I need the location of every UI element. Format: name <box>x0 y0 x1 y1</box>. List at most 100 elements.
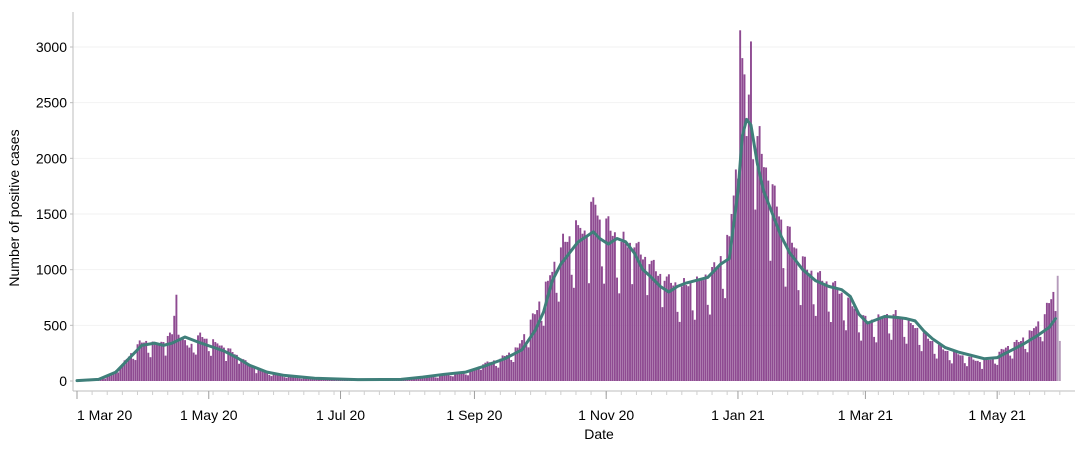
bar <box>436 377 439 381</box>
bar <box>266 372 269 381</box>
bar <box>283 377 286 381</box>
bar <box>968 356 971 381</box>
bar <box>1054 311 1057 381</box>
y-tick-label: 2500 <box>36 95 67 111</box>
bar <box>443 374 446 381</box>
bar <box>829 322 832 381</box>
bar <box>950 363 953 381</box>
bar <box>218 345 221 381</box>
bar <box>121 363 124 381</box>
bar <box>562 233 564 381</box>
bar <box>119 367 122 381</box>
bar <box>168 332 171 381</box>
bar <box>1058 340 1061 381</box>
bar <box>991 358 994 381</box>
bar <box>793 247 796 381</box>
bar <box>181 338 184 381</box>
bar <box>536 310 539 381</box>
bar <box>840 292 843 381</box>
bar <box>827 311 830 381</box>
x-tick-label: 1 Jan 21 <box>711 407 765 423</box>
bar <box>670 282 672 381</box>
bar <box>281 375 284 381</box>
bar <box>583 230 586 381</box>
bar <box>683 278 685 381</box>
bar <box>972 359 975 381</box>
bar <box>860 340 863 381</box>
bar <box>620 241 623 381</box>
bar <box>549 275 552 381</box>
y-tick-label: 2000 <box>36 150 67 166</box>
bar <box>192 352 195 381</box>
bar <box>600 266 603 381</box>
bar <box>613 232 616 381</box>
bar <box>780 219 783 381</box>
bar <box>981 368 984 381</box>
bar <box>680 286 683 381</box>
bar <box>633 247 636 381</box>
bar <box>140 342 143 381</box>
bar <box>611 235 614 381</box>
bar <box>760 153 763 381</box>
bar <box>775 206 778 381</box>
bar <box>631 284 634 381</box>
bar <box>702 280 705 381</box>
bar <box>300 378 303 381</box>
bar <box>305 377 307 381</box>
bar <box>110 373 113 381</box>
bar <box>499 358 502 381</box>
bar <box>978 362 981 381</box>
bar <box>689 281 692 381</box>
bar <box>477 366 480 381</box>
bar <box>603 283 606 381</box>
bar <box>685 284 688 382</box>
bar <box>698 280 701 381</box>
bar <box>834 281 837 381</box>
bar <box>486 361 489 381</box>
bar <box>441 374 444 381</box>
bar <box>944 350 947 381</box>
bar <box>415 378 418 381</box>
bar <box>497 367 500 381</box>
bar <box>238 363 240 381</box>
bar <box>845 330 847 381</box>
bar <box>741 58 744 381</box>
bar <box>806 269 809 381</box>
bar <box>825 281 828 381</box>
bar <box>1039 336 1042 381</box>
bar <box>598 219 601 381</box>
bar <box>678 321 681 381</box>
bar <box>987 359 990 381</box>
bar <box>410 378 413 382</box>
bar <box>473 369 476 381</box>
bar <box>996 364 999 381</box>
bar <box>838 293 841 381</box>
bar <box>750 41 752 382</box>
bar <box>147 352 150 381</box>
bar <box>151 341 154 381</box>
bar <box>575 220 577 381</box>
bar <box>665 276 668 381</box>
bar <box>544 281 547 381</box>
x-tick-label: 1 Sep 20 <box>446 407 502 423</box>
bar <box>711 267 714 381</box>
bar <box>816 272 819 381</box>
bar <box>143 342 145 381</box>
bar <box>495 365 498 381</box>
bar <box>184 340 186 381</box>
bar <box>467 375 469 381</box>
bar <box>579 227 582 381</box>
bar <box>966 366 968 381</box>
bar <box>588 283 590 381</box>
bar <box>240 358 243 381</box>
bar <box>676 311 679 381</box>
y-axis-title: Number of positive cases <box>6 129 22 286</box>
bar <box>555 292 558 381</box>
bar <box>276 374 279 381</box>
bar <box>983 359 986 381</box>
bar <box>160 341 163 381</box>
bar <box>1028 330 1031 381</box>
bar <box>728 236 731 381</box>
bar <box>259 368 262 381</box>
bar <box>704 274 707 381</box>
